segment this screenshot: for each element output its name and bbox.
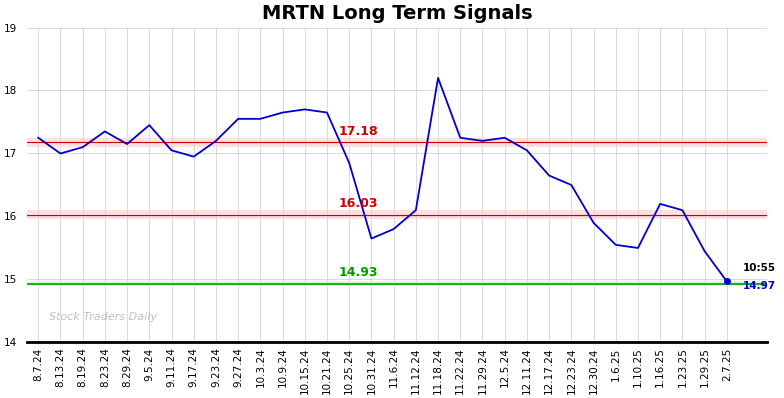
Text: 17.18: 17.18 — [338, 125, 378, 138]
Text: 10:55: 10:55 — [742, 263, 775, 273]
Text: 14.93: 14.93 — [339, 266, 378, 279]
Text: Stock Traders Daily: Stock Traders Daily — [49, 312, 158, 322]
Title: MRTN Long Term Signals: MRTN Long Term Signals — [262, 4, 532, 23]
Bar — [27, 138, 767, 146]
Text: 16.03: 16.03 — [339, 197, 378, 210]
Bar — [27, 210, 767, 219]
Bar — [27, 281, 767, 287]
Text: 14.97: 14.97 — [742, 281, 775, 291]
